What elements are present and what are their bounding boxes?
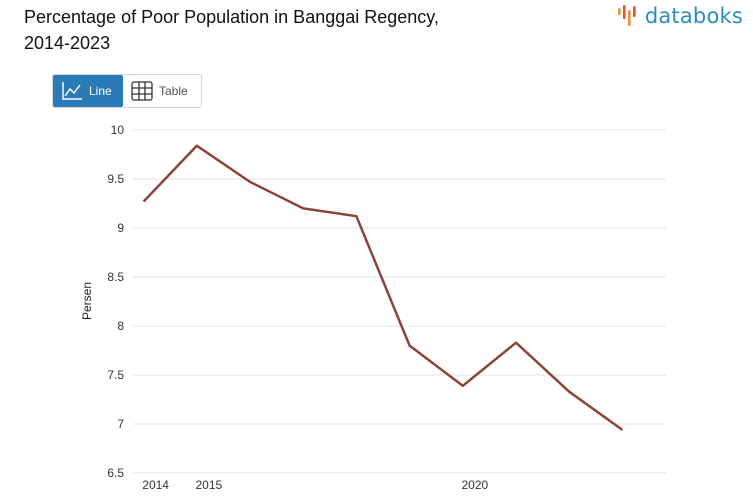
y-tick-label: 9.5: [107, 172, 124, 186]
line-chart-icon: [62, 82, 82, 100]
y-tick-label: 8: [117, 319, 124, 333]
table-view-label: Table: [159, 84, 188, 98]
y-tick-label: 10: [111, 123, 125, 137]
line-view-button[interactable]: Line: [53, 75, 123, 107]
x-tick-label: 2015: [195, 478, 222, 492]
brand-name: databoks: [644, 4, 743, 28]
y-tick-label: 8.5: [107, 270, 124, 284]
data-point-2016[interactable]: [248, 180, 252, 184]
databoks-bars-icon: [617, 5, 636, 26]
data-point-2020[interactable]: [461, 384, 465, 388]
grid-lines: [133, 129, 666, 474]
y-axis-label: Persen: [80, 282, 94, 320]
x-tick-label: 2014: [142, 478, 169, 492]
y-axis-ticks: 6.5 7 7.5 8 8.5 9 9.5 10: [107, 123, 124, 480]
view-switcher: Line Table: [52, 74, 202, 108]
table-grid-icon: [131, 81, 153, 101]
data-point-2017[interactable]: [301, 206, 305, 210]
table-view-button[interactable]: Table: [123, 75, 201, 107]
x-tick-label: 2020: [461, 478, 488, 492]
data-point-2023[interactable]: [620, 428, 624, 432]
title-line-2: 2014-2023: [24, 33, 111, 53]
line-view-label: Line: [89, 84, 112, 98]
data-point-2014[interactable]: [142, 200, 146, 204]
page-title: Percentage of Poor Population in Banggai…: [24, 4, 544, 56]
data-point-2022[interactable]: [567, 390, 571, 394]
y-tick-label: 7: [117, 417, 124, 431]
data-point-2015[interactable]: [195, 144, 199, 148]
data-point-2019[interactable]: [408, 344, 412, 348]
y-tick-label: 9: [117, 221, 124, 235]
series-line-0: [142, 144, 624, 431]
y-tick-label: 6.5: [107, 466, 124, 480]
data-point-2018[interactable]: [354, 214, 358, 218]
data-point-2021[interactable]: [514, 341, 518, 345]
brand-logo[interactable]: databoks: [617, 3, 743, 29]
y-tick-label: 7.5: [107, 368, 124, 382]
series-layer: [142, 144, 624, 432]
title-line-1: Percentage of Poor Population in Banggai…: [24, 7, 439, 27]
x-axis-ticks: 2014 2015 2020: [142, 478, 488, 492]
